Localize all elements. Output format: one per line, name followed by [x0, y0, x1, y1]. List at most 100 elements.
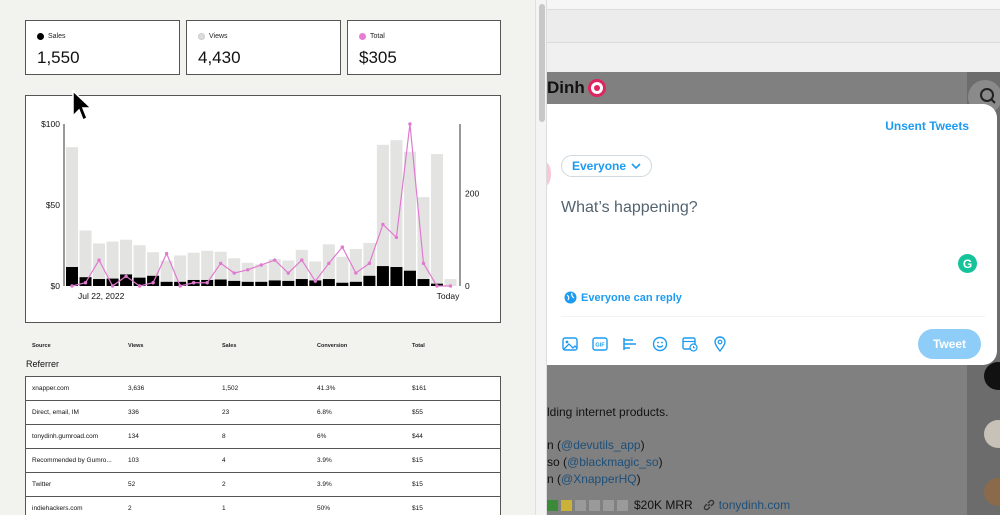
- stat-card-total: Total $305: [347, 20, 501, 75]
- audience-dropdown[interactable]: Everyone: [561, 155, 653, 177]
- referrer-table: xnapper.com 3,636 1,502 41.3% $161 Direc…: [25, 376, 501, 515]
- col-header-conversion: Conversion: [317, 343, 348, 349]
- cell-conversion: 50%: [317, 505, 331, 512]
- table-row[interactable]: Twitter 52 2 3.9% $15: [25, 473, 501, 497]
- total-point: [205, 281, 209, 285]
- views-bar: [187, 252, 200, 286]
- sales-bar: [120, 274, 133, 286]
- total-point: [313, 279, 318, 283]
- profile-bio: lding internet products.: [547, 405, 669, 419]
- table-row[interactable]: tonydinh.gumroad.com 134 8 6% $44: [25, 425, 501, 449]
- grammarly-icon[interactable]: G: [958, 254, 977, 273]
- tweet-input[interactable]: What’s happening?: [561, 199, 698, 216]
- views-bar: [403, 151, 416, 286]
- stat-value: 4,430: [198, 48, 241, 67]
- total-dot-icon: [359, 33, 366, 40]
- cell-source: Direct, email, IM: [32, 409, 79, 416]
- svg-text:GIF: GIF: [595, 343, 605, 349]
- reply-settings-label: Everyone can reply: [581, 291, 682, 304]
- sales-bar: [174, 281, 187, 286]
- profile-name: Dinh: [547, 78, 585, 97]
- total-point: [218, 261, 223, 266]
- gif-icon[interactable]: GIF: [592, 336, 608, 352]
- divider: [561, 316, 985, 317]
- audience-label: Everyone: [572, 159, 627, 173]
- cell-source: xnapper.com: [32, 385, 70, 392]
- cell-sales: 8: [222, 433, 226, 440]
- mention-link[interactable]: @devutils_app: [561, 438, 641, 452]
- unsent-tweets-link[interactable]: Unsent Tweets: [885, 119, 969, 133]
- reply-settings-button[interactable]: Everyone can reply: [564, 291, 682, 304]
- emoji-icon[interactable]: [652, 336, 668, 352]
- col-header-source: Source: [32, 343, 51, 349]
- sales-dot-icon: [37, 33, 44, 40]
- cell-conversion: 41.3%: [317, 385, 336, 392]
- stat-card-views: Views 4,430: [186, 20, 341, 75]
- sales-chart: $100 $50 $0 200 0 Jul 22, 2022 Today: [25, 95, 501, 323]
- stat-label: Total: [370, 33, 385, 40]
- table-row[interactable]: indiehackers.com 2 1 50% $15: [25, 497, 501, 515]
- col-header-views: Views: [128, 343, 144, 349]
- website-link[interactable]: tonydinh.com: [718, 498, 791, 512]
- sales-bar: [403, 270, 416, 286]
- table-row[interactable]: xnapper.com 3,636 1,502 41.3% $161: [25, 377, 501, 401]
- mention-link[interactable]: @XnapperHQ: [561, 472, 637, 486]
- panel-scrollbar[interactable]: [535, 0, 547, 515]
- views-bar: [133, 245, 146, 286]
- table-row[interactable]: Direct, email, IM 336 23 6.8% $55: [25, 401, 501, 425]
- cell-total: $15: [412, 505, 423, 512]
- progress-square-icon: [603, 499, 614, 511]
- views-bar: [309, 261, 322, 286]
- total-point: [83, 281, 88, 285]
- x-tick-label: Today: [437, 291, 460, 301]
- cell-conversion: 3.9%: [317, 481, 332, 488]
- total-point: [137, 284, 142, 288]
- views-bar: [349, 248, 362, 286]
- avatar[interactable]: [984, 478, 1000, 506]
- x-tick-label: Jul 22, 2022: [78, 291, 125, 301]
- poll-icon[interactable]: [622, 336, 638, 352]
- avatar[interactable]: [984, 362, 1000, 390]
- y-tick-label: $100: [41, 119, 60, 129]
- browser-chrome: [547, 0, 1000, 72]
- cell-total: $44: [412, 433, 423, 440]
- views-bar: [160, 260, 173, 286]
- bio-link-line: n (@XnapperHQ): [547, 472, 641, 486]
- views-bar: [430, 154, 443, 286]
- location-icon[interactable]: [712, 336, 728, 352]
- views-bar: [93, 243, 106, 286]
- cell-sales: 4: [222, 457, 226, 464]
- total-point: [327, 261, 331, 266]
- avatar[interactable]: [984, 420, 1000, 448]
- total-point: [97, 258, 101, 262]
- sales-bar: [322, 279, 335, 286]
- cell-conversion: 6%: [317, 433, 327, 440]
- schedule-icon[interactable]: [682, 336, 698, 352]
- views-bar: [255, 264, 268, 286]
- views-bar: [106, 241, 119, 286]
- mrr-text: $20K MRR: [634, 498, 693, 512]
- views-bar: [268, 259, 281, 286]
- bio-link-line: n (@devutils_app): [547, 438, 645, 452]
- cell-total: $15: [412, 481, 423, 488]
- total-point: [340, 245, 345, 249]
- mention-link[interactable]: @blackmagic_so: [567, 455, 659, 469]
- total-point: [110, 284, 115, 288]
- total-point: [151, 281, 155, 285]
- progress-square-icon: [589, 499, 600, 511]
- media-icon[interactable]: [562, 336, 578, 352]
- scrollbar-thumb[interactable]: [539, 4, 545, 122]
- cell-source: indiehackers.com: [32, 505, 83, 512]
- cell-views: 2: [128, 505, 132, 512]
- total-point: [178, 284, 182, 288]
- profile-meta-row: $20K MRR tonydinh.com: [547, 498, 790, 512]
- referrer-heading: Referrer: [26, 359, 60, 369]
- y2-tick-label: 0: [465, 281, 470, 291]
- table-row[interactable]: Recommended by Gumro... 103 4 3.9% $15: [25, 449, 501, 473]
- cell-views: 3,636: [128, 385, 145, 392]
- tweet-composer: Unsent Tweets Everyone What’s happening?…: [547, 104, 997, 365]
- progress-square-icon: [547, 499, 558, 511]
- views-bar: [201, 250, 214, 286]
- tweet-button[interactable]: Tweet: [918, 329, 981, 359]
- col-header-sales: Sales: [222, 343, 237, 349]
